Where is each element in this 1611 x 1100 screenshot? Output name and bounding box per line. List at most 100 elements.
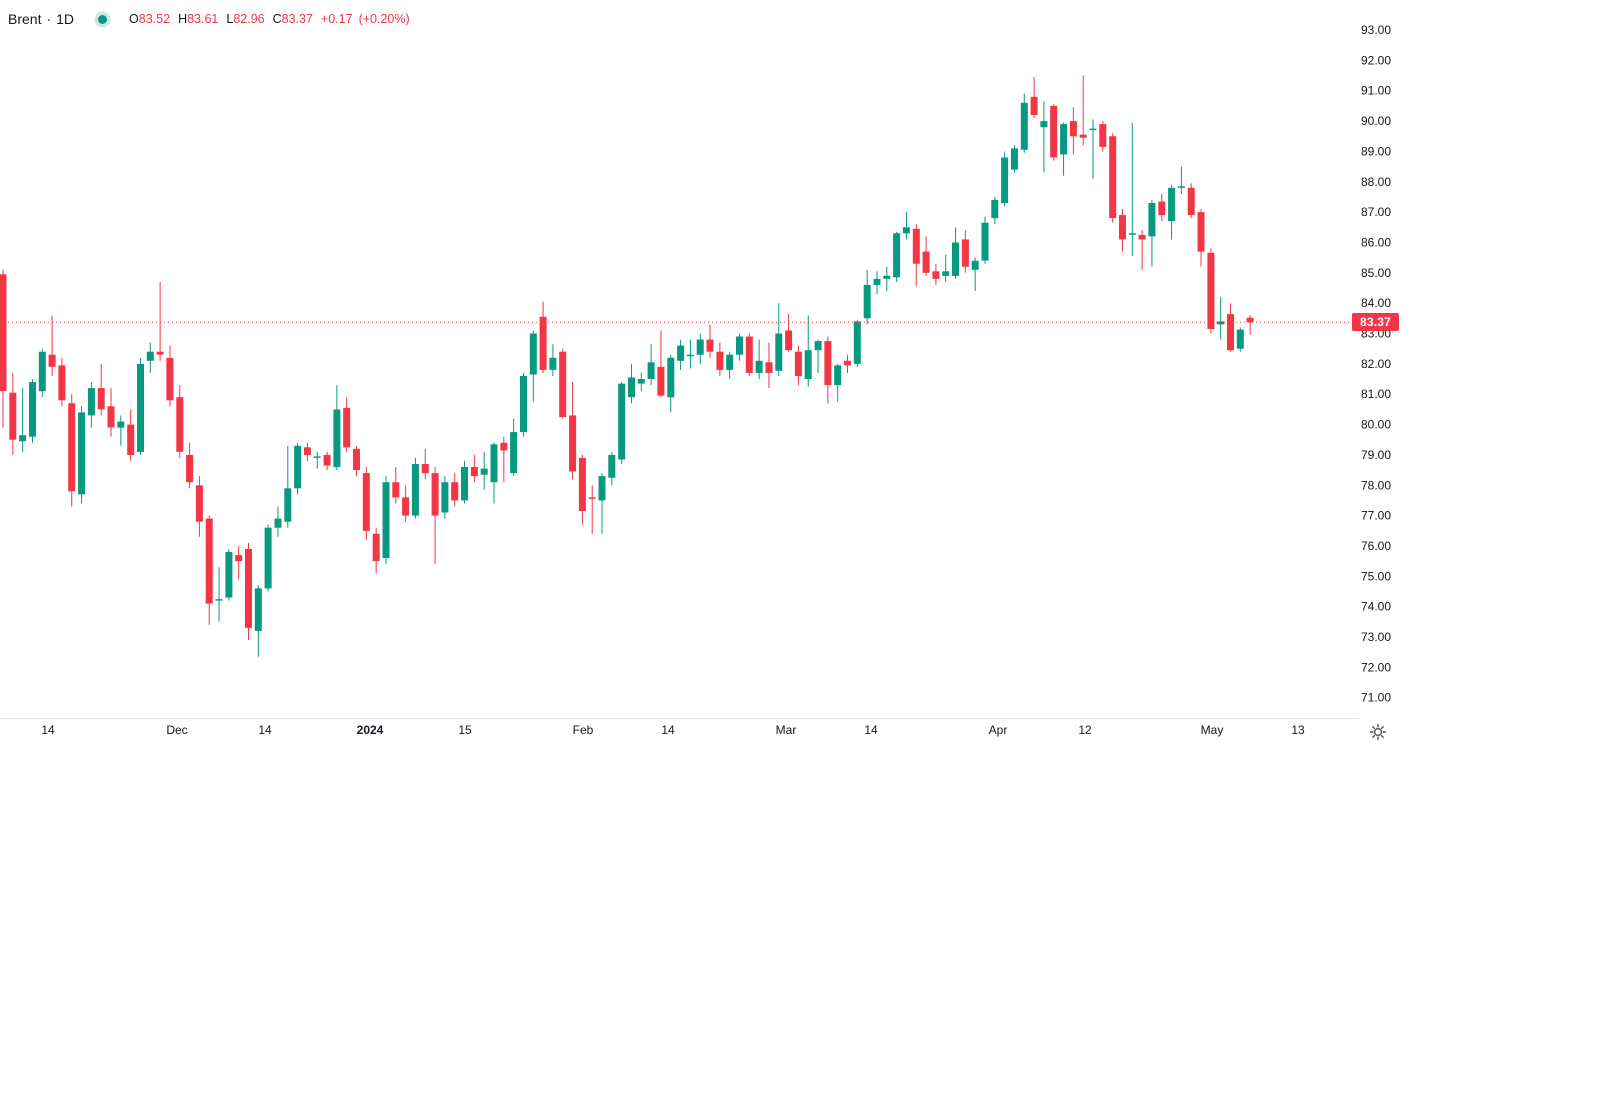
candle-body	[38, 351, 46, 392]
candle-body	[245, 549, 252, 628]
candle-body	[1177, 186, 1185, 188]
time-axis-label: 14	[661, 723, 675, 737]
time-axis-label: 2024	[356, 723, 384, 737]
candle-body	[254, 588, 262, 631]
chart-settings-button[interactable]	[1368, 722, 1388, 742]
candle-body	[1119, 215, 1126, 240]
time-axis-label: 12	[1078, 723, 1092, 737]
price-axis-label: 90.00	[1361, 114, 1391, 128]
candle-body	[1099, 124, 1107, 147]
legend-separator: ·	[46, 11, 52, 27]
candle-body	[274, 518, 282, 528]
candle-body	[1069, 121, 1077, 137]
candle-body	[942, 271, 950, 276]
candle-body	[323, 454, 331, 466]
candle-body	[588, 497, 596, 499]
candle-body	[971, 260, 979, 270]
candle-body	[834, 365, 842, 386]
candle-body	[382, 482, 390, 559]
price-axis-label: 79.00	[1361, 448, 1391, 462]
candle-body	[461, 467, 468, 501]
candle-body	[402, 497, 410, 516]
candle-body	[912, 228, 920, 264]
candle-body	[736, 336, 743, 355]
candle-body	[902, 227, 910, 234]
candle-body	[205, 518, 213, 604]
ohlc-high-value: 83.61	[187, 12, 219, 26]
candle-body	[755, 360, 763, 373]
candle-body	[1030, 96, 1038, 115]
candle-body	[392, 482, 400, 498]
price-axis-label: 74.00	[1361, 600, 1391, 614]
candle-body	[1197, 212, 1205, 252]
price-axis-label: 81.00	[1361, 387, 1391, 401]
price-axis-label: 93.00	[1361, 23, 1391, 37]
candle-body	[696, 339, 704, 355]
candle-body	[883, 275, 891, 279]
ohlc-high-label: H	[178, 12, 188, 26]
time-axis[interactable]: 14 Dec 14 2024 15 Feb 14 Mar 14 Apr 12 May 13	[0, 718, 1400, 748]
candle-body	[500, 442, 508, 451]
price-axis-label: 80.00	[1361, 418, 1391, 432]
candle-body	[529, 333, 537, 375]
candle-body	[1187, 187, 1195, 216]
candle-body	[618, 383, 626, 460]
price-axis-label: 72.00	[1361, 660, 1391, 674]
candle-body	[794, 351, 802, 376]
candle-body	[215, 599, 223, 601]
candle-body	[97, 388, 105, 410]
candle-body	[353, 448, 360, 470]
candle-body	[1158, 201, 1166, 216]
legend-interval[interactable]: 1D	[56, 11, 75, 27]
time-axis-label: Feb	[572, 723, 594, 737]
price-axis-label: 73.00	[1361, 630, 1391, 644]
candle-body	[716, 351, 724, 370]
candle-body	[804, 350, 812, 379]
candle-body	[195, 485, 203, 522]
candle-body	[107, 406, 115, 428]
candle-body	[657, 366, 665, 396]
symbol-title[interactable]: Brent · 1D	[8, 11, 74, 27]
candle-body	[490, 444, 498, 483]
ohlc-close-label: C	[272, 12, 282, 26]
candle-body	[667, 357, 675, 398]
candle-body	[844, 360, 851, 366]
ohlc-open-value: 83.52	[138, 12, 171, 26]
candle-body	[137, 363, 144, 452]
candle-body	[78, 412, 86, 495]
candle-body	[294, 445, 302, 489]
price-axis-label: 75.00	[1361, 569, 1391, 583]
candle-body	[706, 339, 714, 352]
price-axis-label: 77.00	[1361, 509, 1391, 523]
time-axis-label: Mar	[775, 723, 797, 737]
candle-body	[1138, 234, 1146, 240]
candle-body	[470, 467, 478, 477]
legend-symbol[interactable]: Brent	[8, 11, 42, 27]
chart-canvas[interactable]: 93.00 92.00 91.00 90.00 89.00 88.00 87.00 86.00…	[0, 0, 1400, 750]
time-axis-label: 15	[458, 723, 472, 737]
candle-body	[127, 424, 135, 455]
candle-body	[775, 333, 783, 371]
price-axis-label: 76.00	[1361, 539, 1391, 553]
candle-body	[677, 345, 685, 361]
candle-body	[1050, 105, 1058, 158]
time-axis-label: Dec	[166, 723, 188, 737]
candle-body	[686, 354, 694, 357]
candle-body	[1020, 102, 1028, 150]
time-axis-label: 14	[258, 723, 272, 737]
change-value: +0.17	[320, 12, 353, 26]
candle-body	[952, 242, 959, 276]
candle-body	[893, 233, 901, 278]
candle-body	[68, 403, 76, 492]
candle-body	[284, 488, 292, 522]
candle-body	[628, 377, 635, 398]
candle-body	[235, 555, 243, 562]
candle-body	[19, 435, 27, 442]
ohlc-close-value: 83.37	[281, 12, 313, 26]
candle-body	[313, 456, 321, 458]
price-axis-label: 89.00	[1361, 144, 1391, 158]
candle-body	[1246, 317, 1254, 323]
price-axis-label: 92.00	[1361, 53, 1391, 67]
candle-body	[991, 200, 999, 219]
ohlc-open-label: O	[129, 12, 139, 26]
